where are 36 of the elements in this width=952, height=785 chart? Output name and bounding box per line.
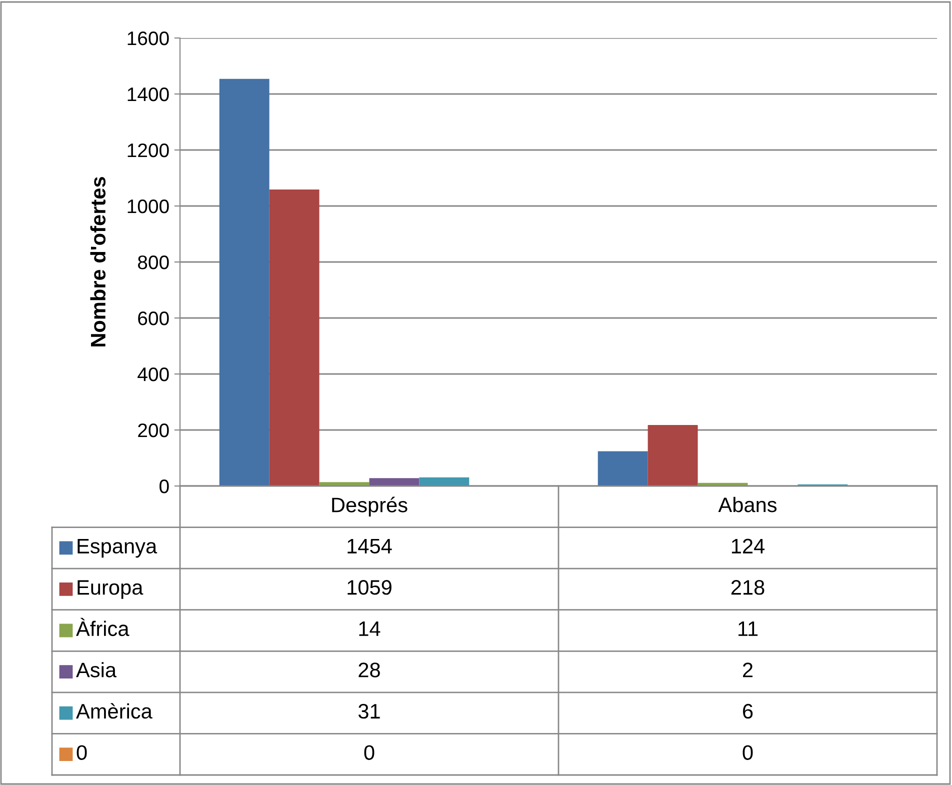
y-tick-label: 600 (138, 311, 169, 326)
data-label: 1454 (348, 538, 392, 554)
bar (419, 477, 470, 486)
bar (219, 78, 270, 486)
data-label: 2 (743, 662, 752, 678)
y-tick-label: 0 (160, 479, 169, 494)
data-label: 218 (731, 580, 764, 595)
bar (648, 424, 698, 486)
data-label: 6 (743, 704, 753, 719)
y-axis-title: Nombre d'ofertes (90, 177, 106, 346)
y-tick-label: 800 (138, 255, 169, 270)
data-label: 0 (742, 745, 753, 760)
legend-label: Europa (78, 580, 144, 599)
y-tick-label: 400 (138, 367, 169, 382)
data-label: 28 (358, 662, 380, 678)
legend-label: Amèrica (76, 703, 152, 719)
x-tick-label: Abans (718, 496, 777, 512)
bar (598, 451, 648, 486)
x-tick-label: Després (332, 496, 408, 516)
y-tick-label: 1200 (128, 143, 169, 158)
legend-label: Àfrica (76, 618, 130, 636)
legend-label: Asia (76, 662, 117, 678)
y-tick-label: 1000 (128, 199, 169, 214)
data-label: 0 (364, 745, 374, 760)
bar (269, 189, 320, 486)
data-label: 31 (358, 704, 380, 719)
y-tick-label: 1600 (128, 31, 169, 46)
legend-label: Espanya (78, 538, 158, 558)
data-label: 14 (359, 622, 380, 636)
data-label: 1059 (348, 580, 392, 595)
legend-label: 0 (76, 745, 87, 760)
y-tick-label: 1400 (128, 87, 169, 102)
data-label: 11 (738, 622, 758, 636)
bar (369, 478, 420, 486)
data-label: 124 (732, 538, 765, 554)
y-tick-label: 200 (138, 423, 169, 438)
